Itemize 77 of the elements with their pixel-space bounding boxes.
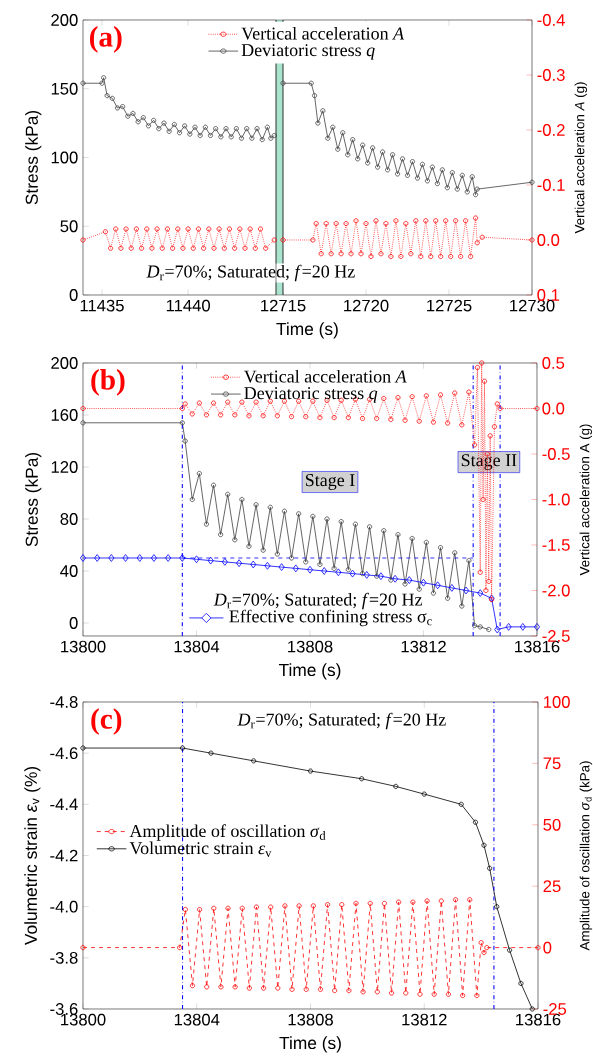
x-tick-label: 11435 [80, 299, 124, 312]
y-tick-label: -4.0 [50, 900, 78, 913]
legend-label: Vertical acceleration A [243, 369, 407, 383]
x-tick-label: 12720 [344, 299, 389, 312]
y2-tick-label: 0 [543, 941, 552, 954]
chart-title: (c) [91, 708, 122, 735]
annotation: D$_{r}$=70%; Saturated; f=20 Hz [146, 264, 355, 282]
y-tick-label: 200 [51, 14, 78, 26]
x-tick-label: 13808 [288, 1013, 333, 1026]
legend-label: Deviatoric stress q [244, 387, 378, 403]
legend-label: Volumetric strain ε$_{v}$ [129, 841, 272, 858]
y-tick-label: -3.8 [50, 951, 78, 964]
chart-title: (a) [89, 26, 122, 53]
y-tick-label: 50 [60, 220, 78, 233]
y2-tick-label: 75 [543, 757, 561, 770]
x-tick-label: 12715 [261, 299, 306, 312]
y2-axis-title: Amplitude of oscillation σ$_{d}$ (kPa) [579, 761, 593, 951]
x-axis-title: Time (s) [279, 1036, 341, 1053]
y2-tick-label: -25 [543, 1003, 567, 1015]
y2-tick-label: 0.1 [537, 289, 560, 301]
y-tick-label: -3.6 [50, 1003, 78, 1015]
x-tick-label: 13812 [402, 1013, 447, 1026]
x-tick-label: 13800 [61, 1013, 106, 1026]
y-tick-label: 0 [69, 617, 78, 629]
y-axis-title: Stress (kPa) [25, 110, 42, 205]
x-tick-label: 12730 [510, 299, 555, 312]
x-tick-label: 11440 [166, 299, 211, 312]
annotation: Stage II [461, 454, 517, 470]
y-tick-label: 100 [51, 151, 78, 164]
x-tick-label: 13800 [61, 640, 106, 653]
x-axis-title: Time (s) [276, 322, 338, 339]
x-tick-label: 13812 [401, 640, 446, 653]
y2-tick-label: -2.0 [542, 584, 570, 597]
y-axis-title: Volumetric strain ε$_{v}$ (%) [24, 766, 41, 946]
y2-tick-label: -0.1 [537, 179, 565, 191]
legend-label: Effective confining stress σ$_{c}$ [229, 609, 432, 627]
y-tick-label: 150 [51, 82, 78, 95]
y-tick-label: -4.6 [50, 747, 78, 760]
y-tick-label: -4.4 [50, 798, 78, 811]
annotation: D$_{r}$=70%; Saturated; f=20 Hz [213, 592, 423, 610]
y2-tick-label: -1.0 [542, 493, 570, 506]
y2-axis-title: Vertical acceleration A (g) [574, 82, 588, 234]
y-tick-label: 120 [51, 461, 78, 473]
y2-tick-label: 0.5 [542, 357, 565, 369]
legend-label: Deviatoric stress q [241, 44, 375, 60]
y2-tick-label: 25 [543, 880, 561, 893]
x-tick-label: 13804 [174, 640, 220, 653]
y2-tick-label: -0.2 [537, 124, 565, 136]
y-tick-label: -4.8 [50, 696, 78, 708]
y-tick-label: 40 [60, 565, 78, 577]
y-tick-label: 80 [60, 513, 78, 525]
y2-tick-label: -0.4 [537, 14, 565, 26]
x-tick-label: 13816 [515, 640, 560, 653]
annotation: D$_{r}$=70%; Saturated; f=20 Hz [237, 712, 446, 730]
x-tick-label: 13816 [516, 1013, 561, 1026]
y2-tick-label: -0.3 [537, 69, 565, 81]
y-tick-label: -4.2 [50, 849, 78, 862]
legend-label: Amplitude of oscillation σ$_{d}$ [129, 824, 326, 841]
y-tick-label: 200 [51, 357, 78, 369]
chart-title: (b) [91, 369, 125, 396]
x-tick-label: 12725 [427, 299, 472, 312]
x-tick-label: 13804 [174, 1013, 220, 1026]
annotation: Stage I [305, 474, 355, 490]
y2-tick-label: 50 [543, 818, 561, 831]
y2-tick-label: 100 [543, 696, 570, 708]
y2-tick-label: 0.0 [542, 402, 565, 415]
y2-axis-title: Vertical acceleration A (g) [579, 424, 593, 576]
legend-label: Vertical acceleration A [241, 26, 405, 40]
x-tick-label: 13808 [288, 640, 333, 653]
y2-tick-label: -2.5 [542, 630, 570, 642]
x-axis-title: Time (s) [278, 663, 341, 680]
y-tick-label: 160 [51, 409, 78, 421]
y2-tick-label: -0.5 [542, 448, 570, 460]
y2-tick-label: 0.0 [537, 234, 560, 246]
y2-tick-label: -1.5 [542, 539, 570, 551]
y-axis-title: Stress (kPa) [25, 452, 42, 547]
y-tick-label: 0 [69, 289, 78, 301]
